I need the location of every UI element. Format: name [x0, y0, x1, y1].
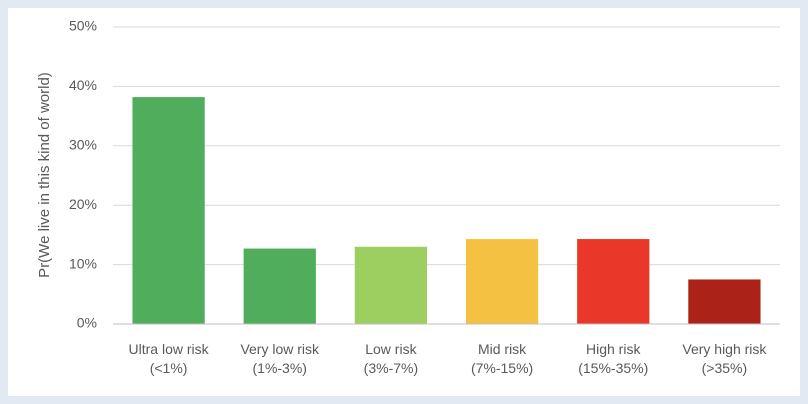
y-tick-label: 20% — [69, 196, 97, 212]
x-tick-label: Mid risk (7%-15%) — [470, 341, 534, 376]
x-tick-label: Very low risk (1%-3%) — [240, 341, 320, 376]
y-tick-label: 10% — [69, 255, 97, 271]
bar — [465, 239, 539, 324]
y-tick-label: 50% — [69, 18, 97, 34]
y-tick-label: 40% — [69, 77, 97, 93]
x-tick-label: Low risk (3%-7%) — [363, 341, 419, 376]
x-tick-label: High risk (15%-35%) — [578, 341, 649, 376]
bar — [577, 239, 650, 324]
bar — [354, 246, 428, 324]
y-tick-label: 0% — [77, 315, 97, 331]
bar — [688, 279, 761, 324]
bar — [243, 248, 316, 324]
x-tick-label: Very high risk (>35%) — [682, 341, 767, 376]
y-axis-label: Pr(We live in this kind of world) — [36, 72, 53, 278]
y-tick-label: 30% — [69, 137, 97, 153]
bar — [132, 97, 205, 324]
x-tick-label: Ultra low risk (<1%) — [128, 341, 209, 376]
